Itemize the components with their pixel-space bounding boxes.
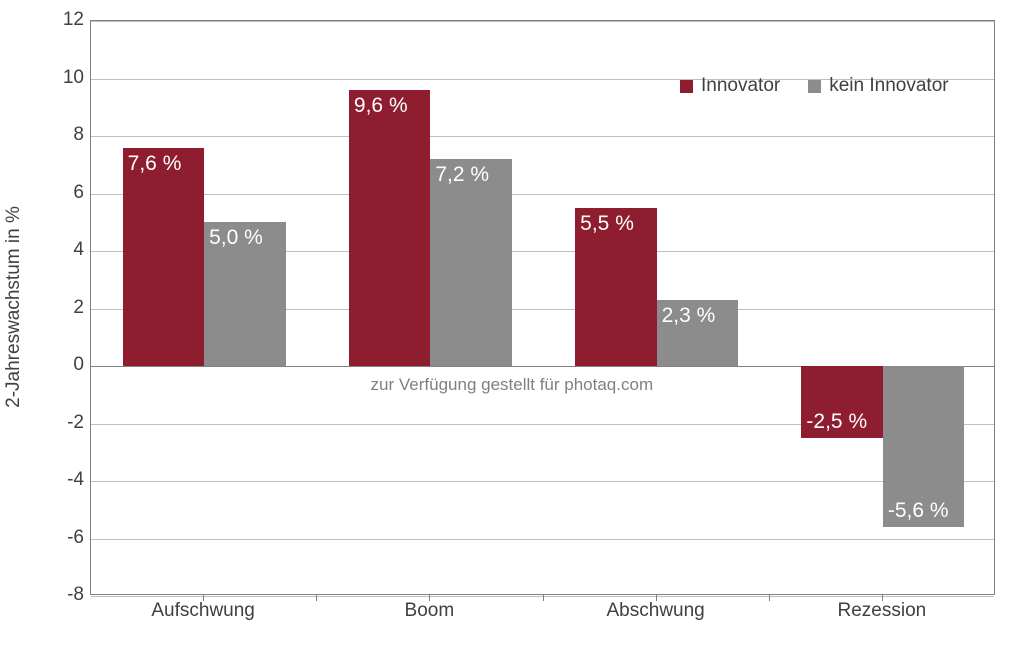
watermark-text: zur Verfügung gestellt für photaq.com [371, 375, 654, 395]
x-tick-label: Rezession [838, 600, 927, 622]
y-tick-label: 2 [4, 297, 84, 319]
bar-value-label: 7,2 % [435, 163, 489, 187]
y-tick-label: -2 [4, 412, 84, 434]
gridline [91, 539, 994, 540]
bar [123, 148, 204, 367]
bar-value-label: -5,6 % [888, 499, 949, 523]
y-tick-label: -4 [4, 469, 84, 491]
y-tick-label: 4 [4, 239, 84, 261]
bar-value-label: 7,6 % [128, 152, 182, 176]
bar-value-label: -2,5 % [806, 410, 867, 434]
legend-swatch [808, 80, 821, 93]
legend-swatch [680, 80, 693, 93]
legend: Innovator kein Innovator [680, 75, 949, 97]
bar [430, 159, 511, 366]
y-tick-label: 0 [4, 354, 84, 376]
bar-value-label: 9,6 % [354, 94, 408, 118]
plot-area: 7,6 % 5,0 % 9,6 % 7,2 % 5,5 % 2,3 % -2,5 % -5,6… [90, 20, 995, 595]
legend-item: kein Innovator [808, 75, 948, 97]
y-tick-label: 6 [4, 182, 84, 204]
gridline [91, 136, 994, 137]
legend-item: Innovator [680, 75, 780, 97]
x-tick-label: Aufschwung [151, 600, 255, 622]
y-tick-label: 8 [4, 124, 84, 146]
bar-value-label: 2,3 % [662, 304, 716, 328]
y-tick-label: -8 [4, 584, 84, 606]
x-tick [769, 595, 770, 601]
chart-container: 2-Jahreswachstum in % 7,6 %5,0 %9,6 %7,2… [0, 0, 1024, 664]
x-tick-label: Abschwung [607, 600, 705, 622]
legend-label: kein Innovator [829, 75, 948, 97]
x-tick-label: Boom [405, 600, 455, 622]
gridline [91, 194, 994, 195]
y-tick-label: 10 [4, 67, 84, 89]
gridline [91, 481, 994, 482]
y-tick-label: -6 [4, 527, 84, 549]
gridline [91, 21, 994, 22]
bar [349, 90, 430, 366]
legend-label: Innovator [701, 75, 780, 97]
bar-value-label: 5,5 % [580, 212, 634, 236]
x-tick [316, 595, 317, 601]
y-tick-label: 12 [4, 9, 84, 31]
x-tick [543, 595, 544, 601]
bar-value-label: 5,0 % [209, 226, 263, 250]
